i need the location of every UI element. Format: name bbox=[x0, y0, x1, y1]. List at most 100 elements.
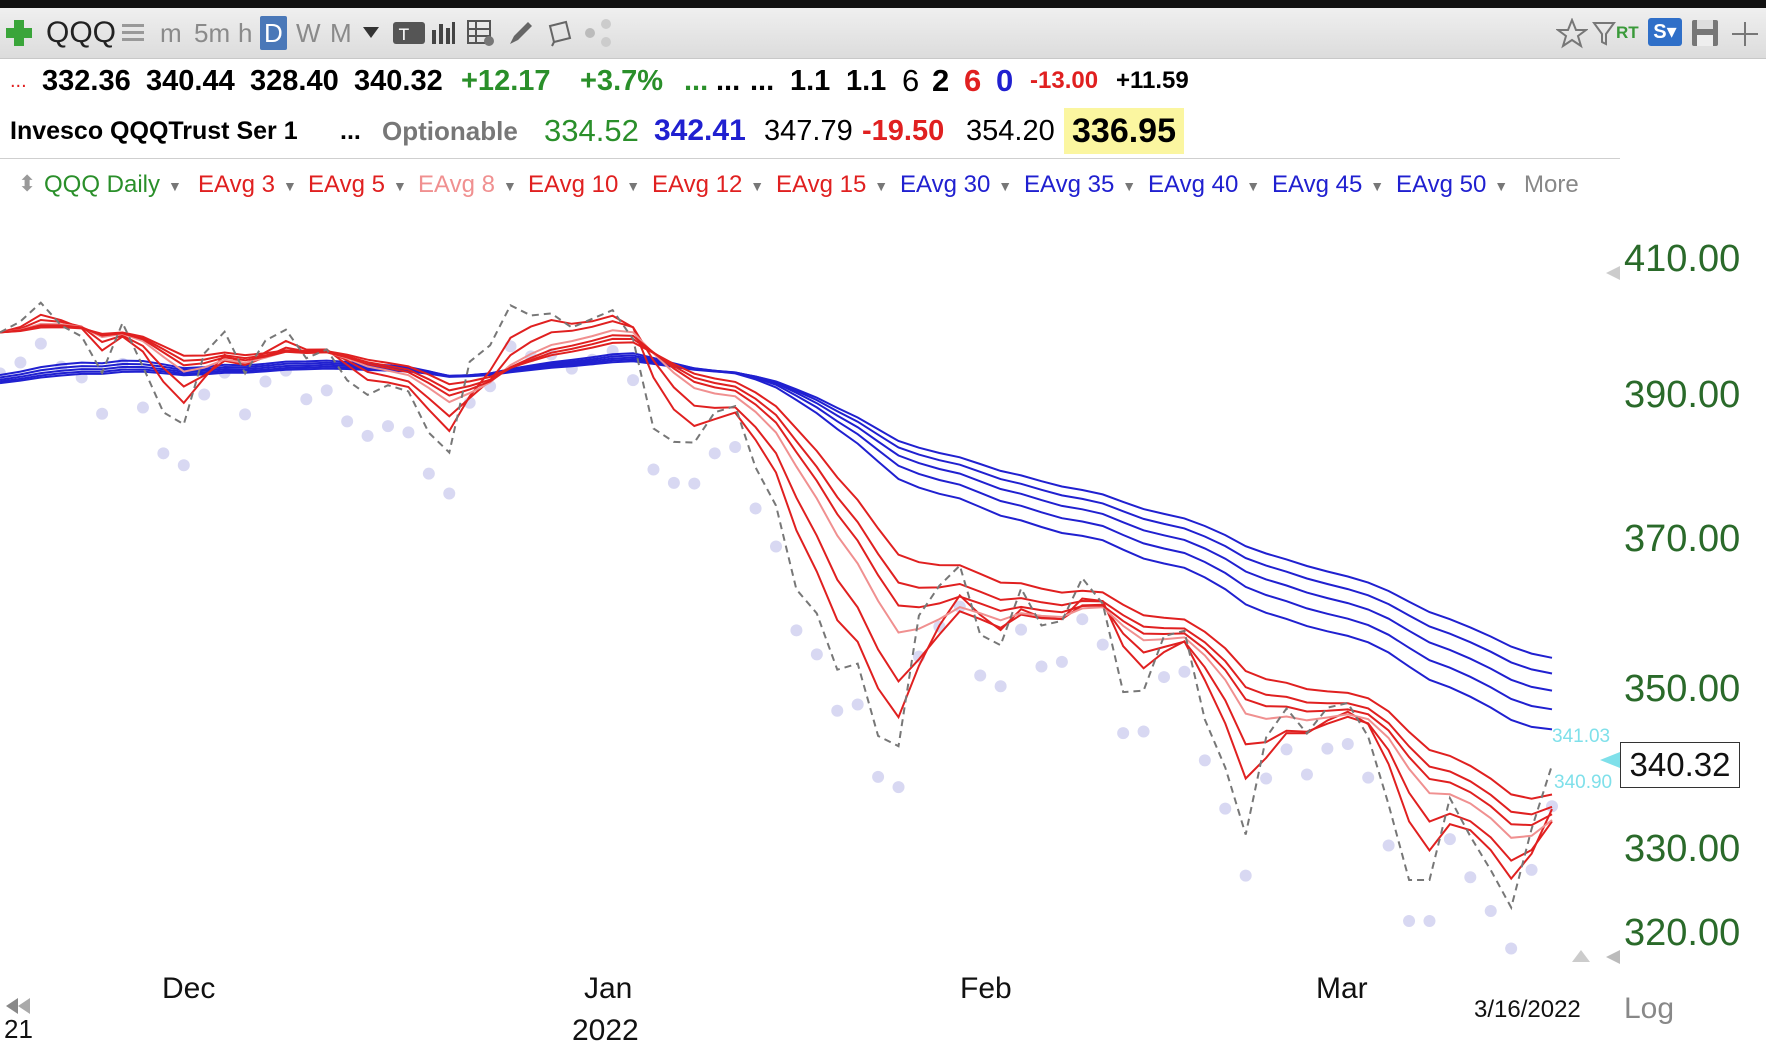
legend-collapse-icon[interactable]: ⬍ bbox=[18, 171, 37, 196]
axis-arrow-icon[interactable] bbox=[1604, 266, 1620, 280]
security-name: Invesco QQQTrust Ser 1 bbox=[10, 117, 298, 145]
quote-row-ohlc: ... 332.36 340.44 328.40 340.32 +12.17 +… bbox=[0, 58, 1766, 104]
eavg-12-line bbox=[0, 325, 1553, 816]
text-tool-icon[interactable]: T bbox=[392, 20, 426, 46]
legend-label: EAvg 12 bbox=[652, 171, 743, 198]
low-marker-dot bbox=[382, 420, 394, 433]
grid-settings-icon[interactable] bbox=[466, 18, 496, 48]
scroll-up-icon[interactable] bbox=[1572, 948, 1590, 962]
low-marker-dot bbox=[1382, 839, 1395, 852]
x-tick-dec: Dec bbox=[162, 972, 216, 1005]
chevron-down-icon: ▼ bbox=[626, 177, 641, 194]
low-marker-dot bbox=[136, 401, 149, 414]
interval-weekly[interactable]: W bbox=[296, 18, 321, 48]
low-marker-dot bbox=[1546, 800, 1558, 813]
low-marker-dot bbox=[708, 447, 721, 460]
interval-daily[interactable]: D bbox=[260, 16, 287, 50]
value-1-1-b: 1.1 bbox=[846, 65, 887, 97]
x-tick-jan: Jan bbox=[584, 972, 633, 1005]
legend-item-eavg-50[interactable]: EAvg 50 ▼ bbox=[1396, 171, 1508, 199]
scroll-left-icon[interactable] bbox=[4, 994, 34, 1018]
share-icon[interactable] bbox=[584, 18, 614, 48]
low-marker-dot bbox=[361, 429, 374, 442]
change-percent: +3.7% bbox=[580, 65, 664, 97]
legend-item-eavg-35[interactable]: EAvg 35 ▼ bbox=[1024, 171, 1136, 199]
list-icon[interactable] bbox=[120, 20, 146, 46]
save-icon[interactable] bbox=[1690, 18, 1720, 48]
interval-dropdown-icon[interactable] bbox=[362, 26, 380, 40]
low-marker-dot bbox=[1260, 772, 1273, 785]
legend-item-eavg-30[interactable]: EAvg 30 ▼ bbox=[900, 171, 1012, 199]
interval-minute[interactable]: m bbox=[160, 18, 182, 48]
legend-item-eavg-40[interactable]: EAvg 40 ▼ bbox=[1148, 171, 1260, 199]
low-marker-dot bbox=[1198, 754, 1211, 767]
crosshair-icon[interactable] bbox=[1730, 20, 1760, 48]
legend-item-qqq-daily[interactable]: QQQ Daily ▼ bbox=[44, 171, 182, 199]
x-year-2022: 2022 bbox=[572, 1014, 639, 1047]
low-marker-dot bbox=[1280, 743, 1293, 756]
legend-item-eavg-45[interactable]: EAvg 45 ▼ bbox=[1272, 171, 1384, 199]
low-marker-dot bbox=[259, 375, 272, 388]
log-scale-toggle[interactable]: Log bbox=[1624, 992, 1675, 1025]
s-menu-icon[interactable]: S▾ bbox=[1648, 18, 1682, 46]
low-marker-dot bbox=[1137, 725, 1150, 738]
y-tick-330: 330.00 bbox=[1624, 828, 1741, 870]
ema-label-341-03: 341.03 bbox=[1552, 726, 1611, 747]
change-value: +12.17 bbox=[461, 65, 551, 97]
legend-item-eavg-5[interactable]: EAvg 5 ▼ bbox=[308, 171, 407, 199]
price-347-79: 347.79 bbox=[764, 115, 853, 147]
eavg-30-line bbox=[0, 352, 1553, 731]
rt-icon[interactable]: RT bbox=[1616, 23, 1639, 42]
symbol-field[interactable]: QQQ bbox=[46, 16, 117, 49]
s-menu-label: S bbox=[1653, 21, 1667, 43]
price-minus-19-50: -19.50 bbox=[862, 115, 945, 147]
interval-hour[interactable]: h bbox=[238, 18, 253, 48]
legend-label: EAvg 30 bbox=[900, 171, 991, 198]
interval-5-minute[interactable]: 5m bbox=[194, 18, 231, 48]
count-0-blue: 0 bbox=[996, 63, 1014, 98]
legend-item-eavg-10[interactable]: EAvg 10 ▼ bbox=[528, 171, 640, 199]
info-ellipsis[interactable]: ... bbox=[340, 117, 361, 145]
chevron-down-icon: ▼ bbox=[1370, 177, 1385, 194]
low-marker-dot bbox=[1076, 613, 1089, 626]
low-marker-dot bbox=[34, 337, 47, 350]
x-tick-feb: Feb bbox=[960, 972, 1012, 1005]
low-marker-dot bbox=[1423, 914, 1436, 927]
chart-legend: ⬍ QQQ Daily ▼ EAvg 3 ▼ EAvg 5 ▼ EAvg 8 ▼ EAv… bbox=[0, 158, 1620, 213]
eavg-10-line bbox=[0, 324, 1553, 827]
low-marker-dot bbox=[1117, 727, 1130, 740]
price-line bbox=[0, 301, 1553, 911]
legend-more-button[interactable]: More bbox=[1524, 171, 1579, 198]
axis-arrow-icon[interactable] bbox=[1604, 950, 1620, 964]
low-marker-dot bbox=[1158, 671, 1170, 684]
count-2: 2 bbox=[932, 63, 950, 98]
bar-chart-icon[interactable] bbox=[430, 20, 456, 46]
legend-item-eavg-3[interactable]: EAvg 3 ▼ bbox=[198, 171, 297, 199]
pos-value: +11.59 bbox=[1116, 67, 1189, 94]
eavg-5-line bbox=[0, 318, 1553, 862]
draw-pencil-icon[interactable] bbox=[506, 18, 534, 48]
price-354-20: 354.20 bbox=[966, 115, 1055, 147]
chevron-down-icon: ▼ bbox=[998, 177, 1013, 194]
legend-label: EAvg 3 bbox=[198, 171, 275, 198]
legend-label: EAvg 45 bbox=[1272, 171, 1363, 198]
eavg-15-line bbox=[0, 326, 1553, 800]
interval-monthly[interactable]: M bbox=[330, 18, 352, 48]
quote-more-ellipsis[interactable]: ... bbox=[10, 70, 27, 92]
chevron-down-icon: ▼ bbox=[502, 177, 517, 194]
last-price-box: 340.32 bbox=[1620, 742, 1740, 788]
low-marker-dot bbox=[810, 648, 823, 661]
legend-item-eavg-12[interactable]: EAvg 12 ▼ bbox=[652, 171, 764, 199]
star-icon[interactable] bbox=[1556, 18, 1588, 50]
low-marker-dot bbox=[1035, 660, 1048, 673]
count-6: 6 bbox=[902, 63, 920, 98]
add-symbol-icon[interactable] bbox=[4, 18, 34, 48]
optionable-label: Optionable bbox=[382, 116, 518, 146]
legend-item-eavg-8[interactable]: EAvg 8 ▼ bbox=[418, 171, 517, 199]
y-tick-410: 410.00 bbox=[1624, 238, 1741, 280]
chevron-down-icon: ▼ bbox=[168, 177, 182, 194]
filter-icon[interactable] bbox=[1592, 20, 1616, 48]
annotation-icon[interactable] bbox=[546, 18, 574, 48]
legend-item-eavg-15[interactable]: EAvg 15 ▼ bbox=[776, 171, 888, 199]
